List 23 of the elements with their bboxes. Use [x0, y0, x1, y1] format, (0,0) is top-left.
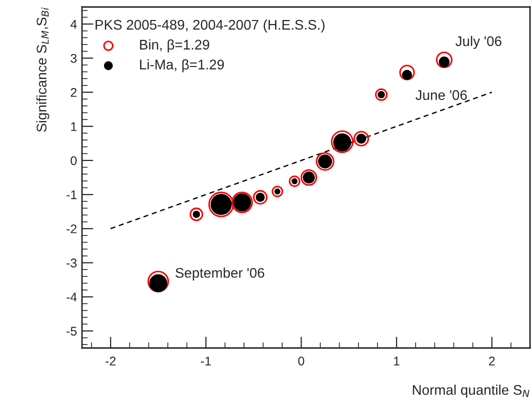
y-tick-label: -3 [66, 258, 77, 268]
x-tick-label: -1 [200, 356, 211, 366]
y-tick-label: 2 [70, 88, 77, 97]
y-tick-label: -1 [66, 190, 77, 200]
y-tick-label: -2 [66, 224, 77, 234]
x-tick-label: 0 [298, 356, 304, 366]
y-tick-label: 1 [71, 122, 77, 131]
legend-title: PKS 2005-489, 2004-2007 (H.E.S.S.) [96, 20, 324, 32]
x-axis-title: Normal quantile S$_{N}$ [412, 384, 530, 398]
x-tick-label: 2 [489, 356, 495, 366]
annotation: July '06 [456, 36, 502, 49]
y-tick-label: 4 [70, 20, 77, 29]
legend-label: Bin, β=1.29 [140, 39, 210, 52]
y-tick-label: 0 [70, 156, 77, 166]
legend-label: Li-Ma, β=1.29 [140, 59, 224, 72]
y-tick-label: 3 [70, 54, 77, 63]
x-tick-label: -2 [106, 356, 116, 366]
y-axis-title: Significance S$_{LM}$,S$_{Bi}$ [36, 8, 50, 132]
y-tick-label: -5 [66, 326, 77, 336]
x-tick-label: 1 [394, 356, 400, 366]
annotation: September '06 [176, 268, 264, 281]
y-tick-label: -4 [66, 292, 77, 302]
annotation: June '06 [416, 90, 467, 100]
